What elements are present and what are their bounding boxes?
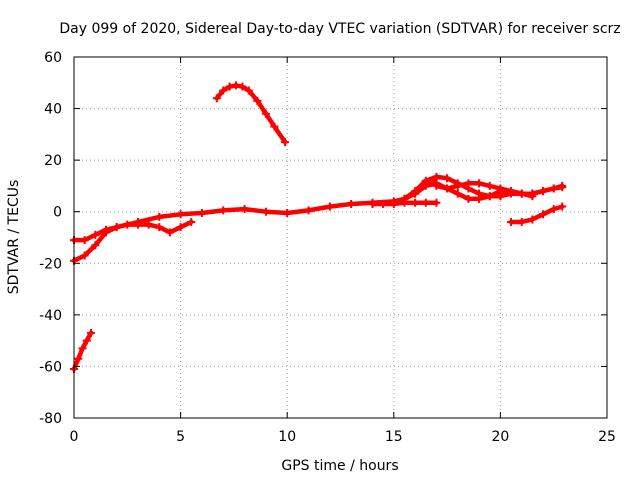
- data-point: [155, 212, 164, 221]
- x-tick-label: 0: [70, 429, 79, 445]
- y-tick-label: 60: [44, 50, 62, 66]
- data-point: [240, 205, 249, 214]
- data-point: [539, 210, 548, 219]
- data-point: [464, 194, 473, 203]
- series-arc-late-c: [432, 179, 567, 198]
- data-point: [475, 179, 484, 188]
- data-point: [78, 344, 87, 353]
- y-tick-label: -40: [39, 308, 62, 324]
- data-point: [453, 181, 462, 190]
- data-point: [432, 198, 441, 207]
- data-point: [421, 181, 430, 190]
- data-point: [176, 223, 185, 232]
- data-point: [80, 251, 89, 260]
- data-point: [270, 122, 279, 131]
- data-point: [549, 205, 558, 214]
- y-axis-label: SDTVAR / TECUs: [6, 180, 22, 295]
- data-point: [464, 179, 473, 188]
- data-point: [219, 206, 228, 215]
- data-point: [123, 220, 132, 229]
- data-point: [304, 206, 313, 215]
- data-point: [261, 207, 270, 216]
- data-point: [443, 174, 452, 183]
- data-point: [80, 236, 89, 245]
- data-point: [244, 86, 253, 95]
- data-point: [91, 241, 100, 250]
- x-tick-label: 10: [278, 429, 296, 445]
- y-tick-label: 40: [44, 102, 62, 118]
- data-point: [347, 199, 356, 208]
- y-tick-label: -80: [39, 411, 62, 427]
- data-point: [112, 223, 121, 232]
- data-point: [219, 86, 228, 95]
- data-point: [539, 187, 548, 196]
- data-point: [261, 109, 270, 118]
- data-point: [558, 181, 567, 190]
- data-point: [225, 82, 234, 91]
- x-tick-label: 20: [491, 429, 509, 445]
- data-point: [528, 215, 537, 224]
- data-point: [517, 189, 526, 198]
- data-point: [411, 189, 420, 198]
- data-point: [411, 198, 420, 207]
- data-point: [187, 218, 196, 227]
- data-point: [400, 194, 409, 203]
- grid-layer: [74, 57, 607, 418]
- data-point: [212, 94, 221, 103]
- data-point: [453, 189, 462, 198]
- data-point: [82, 336, 91, 345]
- x-axis-label: GPS time / hours: [281, 458, 398, 474]
- y-tick-label: 0: [53, 205, 62, 221]
- data-point: [197, 209, 206, 218]
- data-point: [91, 230, 100, 239]
- series-arc-late-d: [507, 202, 567, 227]
- data-point: [232, 81, 241, 90]
- data-point: [176, 210, 185, 219]
- data-point: [421, 198, 430, 207]
- data-point: [281, 138, 290, 147]
- data-point: [507, 187, 516, 196]
- tick-layer: 0 5 10 15 20 25 -80 -60 -40 -20 0 20 40 60: [39, 50, 616, 445]
- data-point: [165, 228, 174, 237]
- y-tick-label: -60: [39, 359, 62, 375]
- data-point: [485, 192, 494, 201]
- chart-title: Day 099 of 2020, Sidereal Day-to-day VTE…: [59, 21, 620, 37]
- x-tick-label: 15: [385, 429, 403, 445]
- series-arc-high-peak: [212, 81, 290, 147]
- data-point: [475, 194, 484, 203]
- data-point: [283, 209, 292, 218]
- x-tick-label: 25: [598, 429, 616, 445]
- data-point: [133, 220, 142, 229]
- data-point: [432, 181, 441, 190]
- data-point: [101, 228, 110, 237]
- y-tick-label: -20: [39, 256, 62, 272]
- data-point: [558, 202, 567, 211]
- plot-frame: [73, 56, 608, 419]
- data-layer: [70, 81, 567, 374]
- data-point: [389, 199, 398, 208]
- y-tick-label: 20: [44, 153, 62, 169]
- data-point: [496, 184, 505, 193]
- data-point: [507, 218, 516, 227]
- data-point: [528, 189, 537, 198]
- data-point: [443, 184, 452, 193]
- data-point: [87, 328, 96, 337]
- data-point: [253, 96, 262, 105]
- data-point: [549, 184, 558, 193]
- series-trace: [214, 83, 288, 145]
- data-point: [155, 223, 164, 232]
- data-point: [379, 199, 388, 208]
- data-point: [74, 354, 83, 363]
- data-point: [517, 218, 526, 227]
- data-point: [325, 202, 334, 211]
- data-point: [144, 220, 153, 229]
- data-point: [368, 199, 377, 208]
- data-point: [485, 181, 494, 190]
- data-point: [238, 82, 247, 91]
- x-tick-label: 5: [176, 429, 185, 445]
